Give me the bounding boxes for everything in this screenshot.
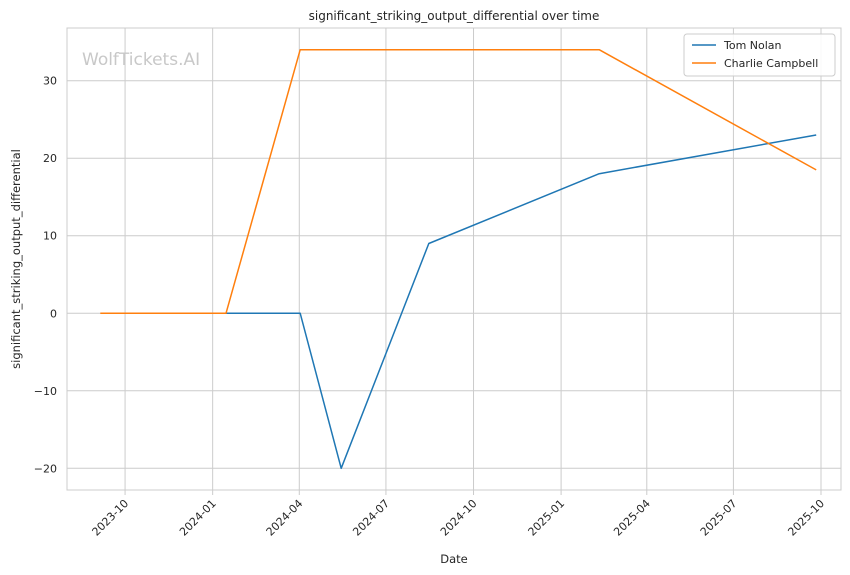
- y-tick-label: 0: [50, 307, 57, 320]
- y-tick-label: −10: [34, 385, 57, 398]
- x-tick-label: 2023-10: [89, 497, 131, 539]
- y-tick-label: 10: [43, 230, 57, 243]
- series-line: [226, 134, 817, 470]
- legend-label: Tom Nolan: [723, 39, 782, 52]
- legend-label: Charlie Campbell: [724, 57, 818, 70]
- chart-title: significant_striking_output_differential…: [309, 9, 600, 23]
- y-tick-label: −20: [34, 462, 57, 475]
- x-tick-label: 2025-07: [698, 497, 740, 539]
- plot-frame: [66, 27, 842, 491]
- y-tick-label: 20: [43, 152, 57, 165]
- x-tick-label: 2024-07: [350, 497, 392, 539]
- watermark: WolfTickets.AI: [82, 50, 200, 70]
- series-line: [100, 48, 817, 315]
- series-layer: [100, 48, 817, 470]
- x-tick-label: 2025-01: [526, 497, 568, 539]
- x-tick-label: 2025-10: [785, 497, 827, 539]
- x-tick-label: 2024-01: [177, 497, 219, 539]
- x-tick-label: 2024-10: [438, 497, 480, 539]
- y-axis-ticks: −20 −10 0 10 20 30: [34, 75, 57, 476]
- y-tick-label: 30: [43, 75, 57, 88]
- x-tick-label: 2025-04: [611, 497, 653, 539]
- x-axis-ticks: 2023-10 2024-01 2024-04 2024-07 2024-10 2025-…: [89, 490, 827, 539]
- legend-box: [683, 33, 836, 77]
- legend: Tom Nolan Charlie Campbell: [683, 33, 836, 77]
- plot-background: [67, 28, 841, 490]
- x-axis-title: Date: [440, 552, 468, 566]
- x-tick-label: 2024-04: [264, 497, 306, 539]
- y-axis-title: significant_striking_output_differential: [9, 149, 23, 369]
